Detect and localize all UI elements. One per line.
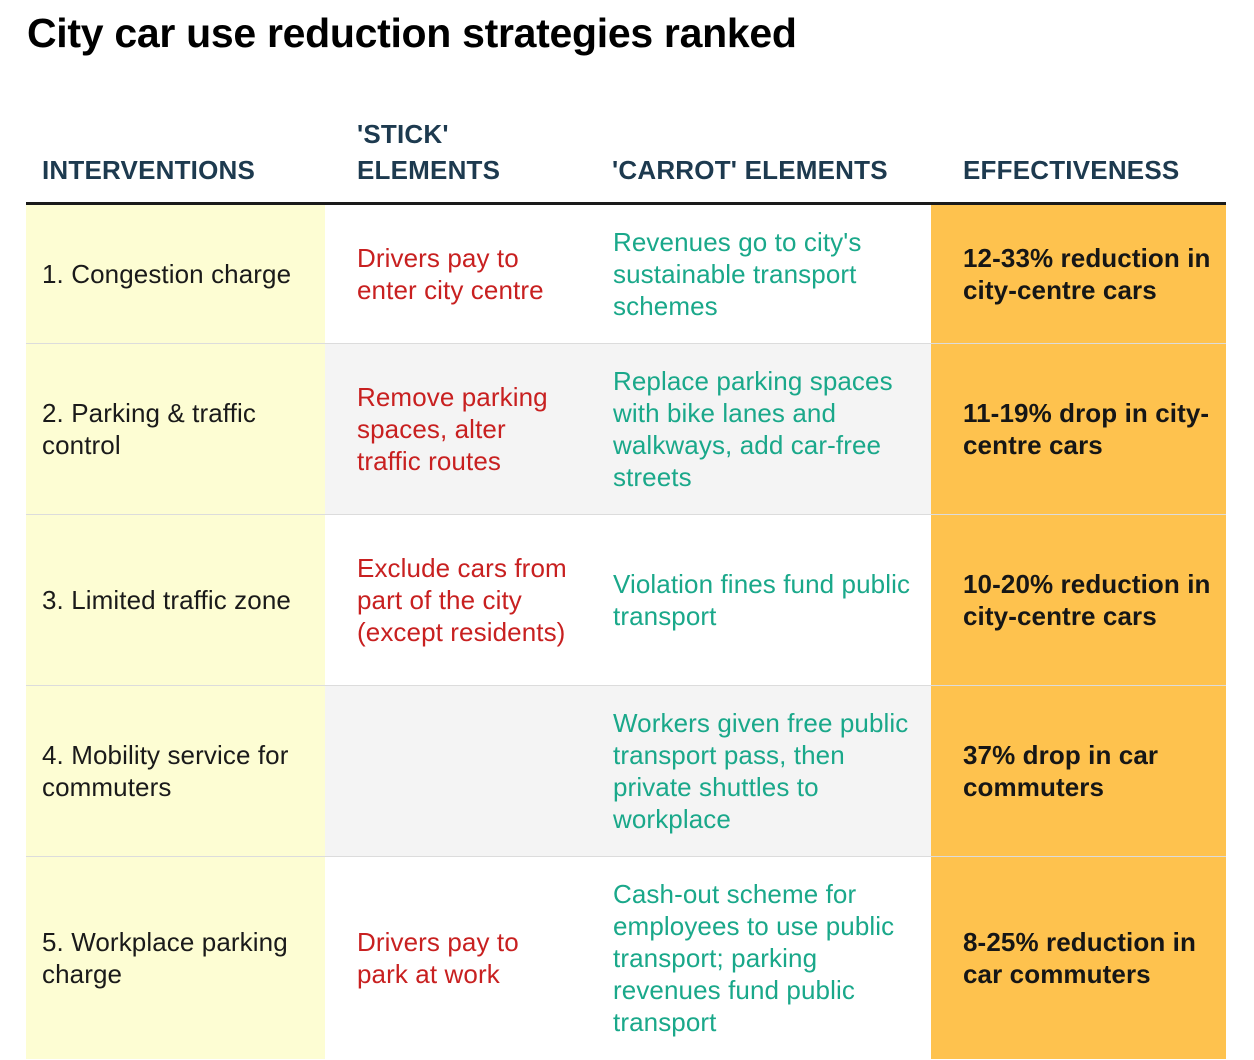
stick-cell	[325, 686, 581, 856]
carrot-cell: Revenues go to city's sustainable transp…	[581, 205, 931, 343]
effectiveness-cell: 37% drop in car commuters	[931, 686, 1226, 856]
header-effectiveness-label: EFFECTIVENESS	[963, 155, 1180, 185]
effectiveness-cell: 11-19% drop in city-centre cars	[931, 344, 1226, 514]
effectiveness-text: 11-19% drop in city-centre cars	[963, 398, 1210, 460]
intervention-cell: 2. Parking & traffic control	[26, 344, 325, 514]
effectiveness-cell: 10-20% reduction in city-centre cars	[931, 515, 1226, 685]
effectiveness-cell: 8-25% reduction in car commuters	[931, 857, 1226, 1059]
effectiveness-text: 12-33% reduction in city-centre cars	[963, 243, 1211, 305]
header-interventions-label: INTERVENTIONS	[42, 155, 256, 185]
header-stick-line1: 'STICK'	[357, 119, 449, 149]
carrot-text: Replace parking spaces with bike lanes a…	[613, 366, 893, 492]
carrot-cell: Violation fines fund public transport	[581, 515, 931, 685]
effectiveness-text: 8-25% reduction in car commuters	[963, 927, 1196, 989]
stick-text: Exclude cars from part of the city (exce…	[357, 553, 567, 647]
carrot-text: Workers given free public transport pass…	[613, 708, 909, 834]
stick-text: Remove parking spaces, alter traffic rou…	[357, 382, 548, 476]
header-effectiveness: EFFECTIVENESS	[963, 112, 1179, 188]
carrot-text: Violation fines fund public transport	[613, 569, 911, 631]
table-row: 3. Limited traffic zone Exclude cars fro…	[26, 515, 1226, 686]
strategies-table: 1. Congestion charge Drivers pay to ente…	[26, 205, 1226, 1059]
header-stick-elements: 'STICK' ELEMENTS	[357, 112, 500, 188]
table-row: 1. Congestion charge Drivers pay to ente…	[26, 205, 1226, 344]
carrot-cell: Replace parking spaces with bike lanes a…	[581, 344, 931, 514]
header-carrot-label: 'CARROT' ELEMENTS	[612, 155, 888, 185]
header-stick-line2: ELEMENTS	[357, 155, 501, 185]
carrot-cell: Cash-out scheme for employees to use pub…	[581, 857, 931, 1059]
intervention-cell: 1. Congestion charge	[26, 205, 325, 343]
stick-text: Drivers pay to park at work	[357, 927, 519, 989]
page-title: City car use reduction strategies ranked	[27, 10, 797, 56]
intervention-cell: 3. Limited traffic zone	[26, 515, 325, 685]
effectiveness-text: 37% drop in car commuters	[963, 740, 1159, 802]
stick-cell: Drivers pay to enter city centre	[325, 205, 581, 343]
stick-cell: Drivers pay to park at work	[325, 857, 581, 1059]
intervention-text: 1. Congestion charge	[42, 259, 292, 289]
carrot-cell: Workers given free public transport pass…	[581, 686, 931, 856]
effectiveness-text: 10-20% reduction in city-centre cars	[963, 569, 1211, 631]
intervention-text: 4. Mobility service for commuters	[42, 740, 289, 802]
table-row: 2. Parking & traffic control Remove park…	[26, 344, 1226, 515]
table-row: 5. Workplace parking charge Drivers pay …	[26, 857, 1226, 1059]
stick-cell: Exclude cars from part of the city (exce…	[325, 515, 581, 685]
effectiveness-cell: 12-33% reduction in city-centre cars	[931, 205, 1226, 343]
intervention-text: 2. Parking & traffic control	[42, 398, 256, 460]
table-row: 4. Mobility service for commuters Worker…	[26, 686, 1226, 857]
stick-cell: Remove parking spaces, alter traffic rou…	[325, 344, 581, 514]
header-interventions: INTERVENTIONS	[42, 112, 255, 188]
intervention-text: 3. Limited traffic zone	[42, 585, 291, 615]
intervention-text: 5. Workplace parking charge	[42, 927, 288, 989]
carrot-text: Revenues go to city's sustainable transp…	[613, 227, 862, 321]
header-divider	[26, 202, 1226, 205]
header-carrot-elements: 'CARROT' ELEMENTS	[612, 112, 888, 188]
carrot-text: Cash-out scheme for employees to use pub…	[613, 879, 895, 1037]
stick-text: Drivers pay to enter city centre	[357, 243, 544, 305]
intervention-cell: 5. Workplace parking charge	[26, 857, 325, 1059]
intervention-cell: 4. Mobility service for commuters	[26, 686, 325, 856]
